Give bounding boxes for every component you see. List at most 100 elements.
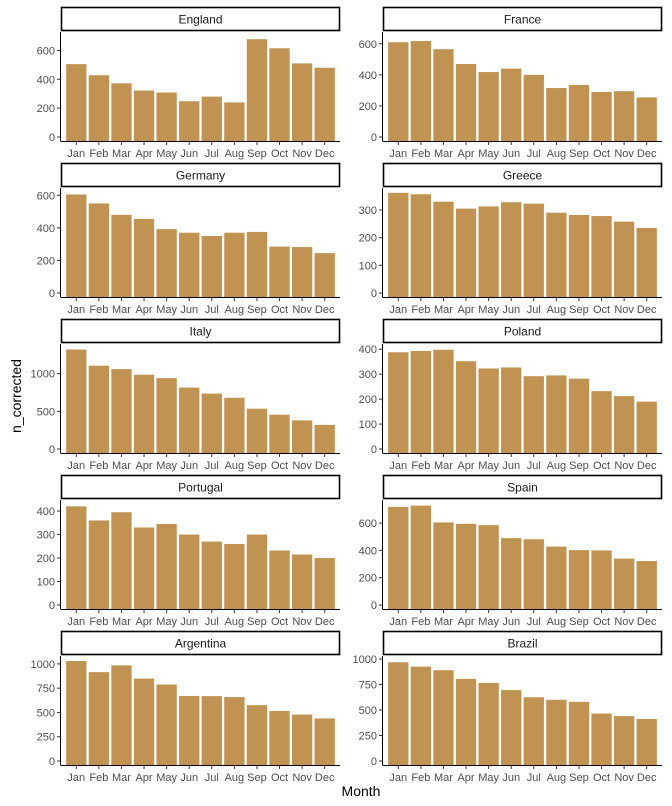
- bar-brazil-mar: [433, 670, 454, 765]
- x-tick-label-germany-jun: Jun: [180, 304, 198, 316]
- x-tick-label-portugal-jul: Jul: [205, 616, 219, 628]
- x-tick-label-portugal-jun: Jun: [180, 616, 198, 628]
- bar-greece-may: [478, 206, 499, 297]
- bar-france-dec: [636, 97, 657, 141]
- strip-label-england: England: [178, 13, 222, 27]
- panel-germany: Germany 0 200 400 600 Jan Feb Mar Apr May Jun Jul Au…: [37, 162, 341, 316]
- bar-brazil-may: [478, 682, 499, 765]
- bar-argentina-jan: [66, 660, 87, 765]
- x-tick-label-portugal-nov: Nov: [292, 616, 312, 628]
- x-tick-label-england-aug: Aug: [225, 148, 245, 160]
- strip-label-italy: Italy: [189, 325, 211, 339]
- x-tick-label-spain-may: May: [478, 616, 499, 628]
- bar-england-mar: [111, 83, 132, 141]
- x-tick-label-brazil-nov: Nov: [614, 772, 634, 784]
- x-tick-label-italy-aug: Aug: [225, 460, 245, 472]
- bar-italy-may: [156, 378, 177, 453]
- bar-portugal-sep: [246, 534, 268, 609]
- panel-brazil: Brazil 0 250 500 750 1000 Jan Feb Mar Apr May Jun Ju…: [353, 630, 663, 784]
- x-tick-label-brazil-oct: Oct: [593, 772, 610, 784]
- bar-germany-jan: [66, 194, 87, 297]
- y-tick-label-germany-0: 0: [49, 288, 55, 300]
- x-tick-label-portugal-mar: Mar: [112, 616, 131, 628]
- bar-spain-dec: [636, 561, 657, 609]
- bar-greece-sep: [568, 214, 590, 297]
- x-tick-label-spain-mar: Mar: [434, 616, 453, 628]
- y-tick-label-greece-200: 200: [359, 233, 377, 245]
- x-tick-label-portugal-apr: Apr: [135, 616, 152, 628]
- x-tick-label-france-dec: Dec: [637, 148, 657, 160]
- bar-poland-jul: [523, 376, 544, 453]
- x-tick-label-france-may: May: [478, 148, 499, 160]
- strip-label-greece: Greece: [503, 169, 543, 183]
- x-tick-label-france-jan: Jan: [389, 148, 407, 160]
- bar-brazil-jun: [501, 690, 522, 765]
- y-tick-label-poland-400: 400: [359, 344, 377, 356]
- y-tick-label-poland-100: 100: [359, 419, 377, 431]
- bar-germany-aug: [224, 232, 245, 297]
- x-tick-label-germany-mar: Mar: [112, 304, 131, 316]
- x-tick-label-england-feb: Feb: [89, 148, 108, 160]
- y-tick-label-france-200: 200: [359, 101, 377, 113]
- x-tick-label-greece-jul: Jul: [527, 304, 541, 316]
- bar-england-sep: [246, 39, 268, 141]
- x-tick-label-greece-jan: Jan: [389, 304, 407, 316]
- bar-spain-may: [478, 525, 499, 609]
- bar-argentina-aug: [224, 697, 245, 765]
- x-tick-label-poland-nov: Nov: [614, 460, 634, 472]
- bar-italy-mar: [111, 369, 132, 453]
- y-tick-label-portugal-300: 300: [37, 530, 55, 542]
- bar-brazil-nov: [613, 716, 635, 765]
- y-tick-label-spain-600: 600: [359, 518, 377, 530]
- x-tick-label-england-sep: Sep: [247, 148, 267, 160]
- bar-germany-apr: [133, 218, 155, 297]
- panel-england: England 0 200 400 600 Jan Feb Mar Apr May Jun Jul Au…: [37, 6, 341, 160]
- bar-france-nov: [613, 91, 635, 141]
- strip-label-france: France: [504, 13, 542, 27]
- x-tick-label-france-jun: Jun: [502, 148, 520, 160]
- x-tick-label-brazil-jun: Jun: [502, 772, 520, 784]
- bar-brazil-jul: [523, 697, 544, 765]
- bar-spain-sep: [568, 550, 590, 609]
- bar-poland-apr: [455, 361, 477, 453]
- x-tick-label-france-oct: Oct: [593, 148, 610, 160]
- bar-argentina-may: [156, 684, 177, 765]
- x-tick-label-argentina-apr: Apr: [135, 772, 152, 784]
- x-tick-label-france-apr: Apr: [457, 148, 474, 160]
- x-tick-label-poland-apr: Apr: [457, 460, 474, 472]
- y-tick-label-poland-300: 300: [359, 369, 377, 381]
- bar-spain-oct: [591, 550, 612, 609]
- x-tick-label-greece-may: May: [478, 304, 499, 316]
- strip-brazil: [382, 630, 663, 656]
- bar-brazil-aug: [546, 699, 567, 765]
- bar-poland-mar: [433, 349, 454, 453]
- y-tick-label-greece-0: 0: [371, 288, 377, 300]
- x-tick-label-brazil-sep: Sep: [569, 772, 589, 784]
- bar-england-may: [156, 92, 177, 141]
- bar-argentina-nov: [291, 714, 313, 765]
- bar-england-feb: [88, 75, 110, 141]
- y-tick-label-germany-400: 400: [37, 223, 55, 235]
- x-tick-label-argentina-may: May: [156, 772, 177, 784]
- bar-brazil-apr: [455, 678, 477, 765]
- bar-brazil-dec: [636, 718, 657, 765]
- x-tick-label-italy-dec: Dec: [315, 460, 335, 472]
- x-tick-label-portugal-aug: Aug: [225, 616, 245, 628]
- bar-spain-aug: [546, 546, 567, 609]
- bar-greece-jan: [388, 192, 409, 297]
- x-tick-label-spain-jul: Jul: [527, 616, 541, 628]
- bar-greece-jul: [523, 203, 544, 297]
- strip-argentina: [60, 630, 341, 656]
- x-tick-label-italy-sep: Sep: [247, 460, 267, 472]
- x-tick-label-poland-sep: Sep: [569, 460, 589, 472]
- panel-italy: Italy 0 500 1000 Jan Feb Mar Apr May Jun Jul Aug Sep…: [31, 318, 341, 472]
- y-tick-label-england-400: 400: [37, 74, 55, 86]
- bar-spain-feb: [410, 505, 432, 609]
- y-tick-label-argentina-500: 500: [37, 707, 55, 719]
- bar-england-apr: [133, 90, 155, 141]
- x-tick-label-spain-aug: Aug: [547, 616, 567, 628]
- bar-france-mar: [433, 49, 454, 142]
- bar-portugal-dec: [314, 558, 335, 609]
- x-tick-label-germany-jan: Jan: [67, 304, 85, 316]
- x-tick-label-argentina-aug: Aug: [225, 772, 245, 784]
